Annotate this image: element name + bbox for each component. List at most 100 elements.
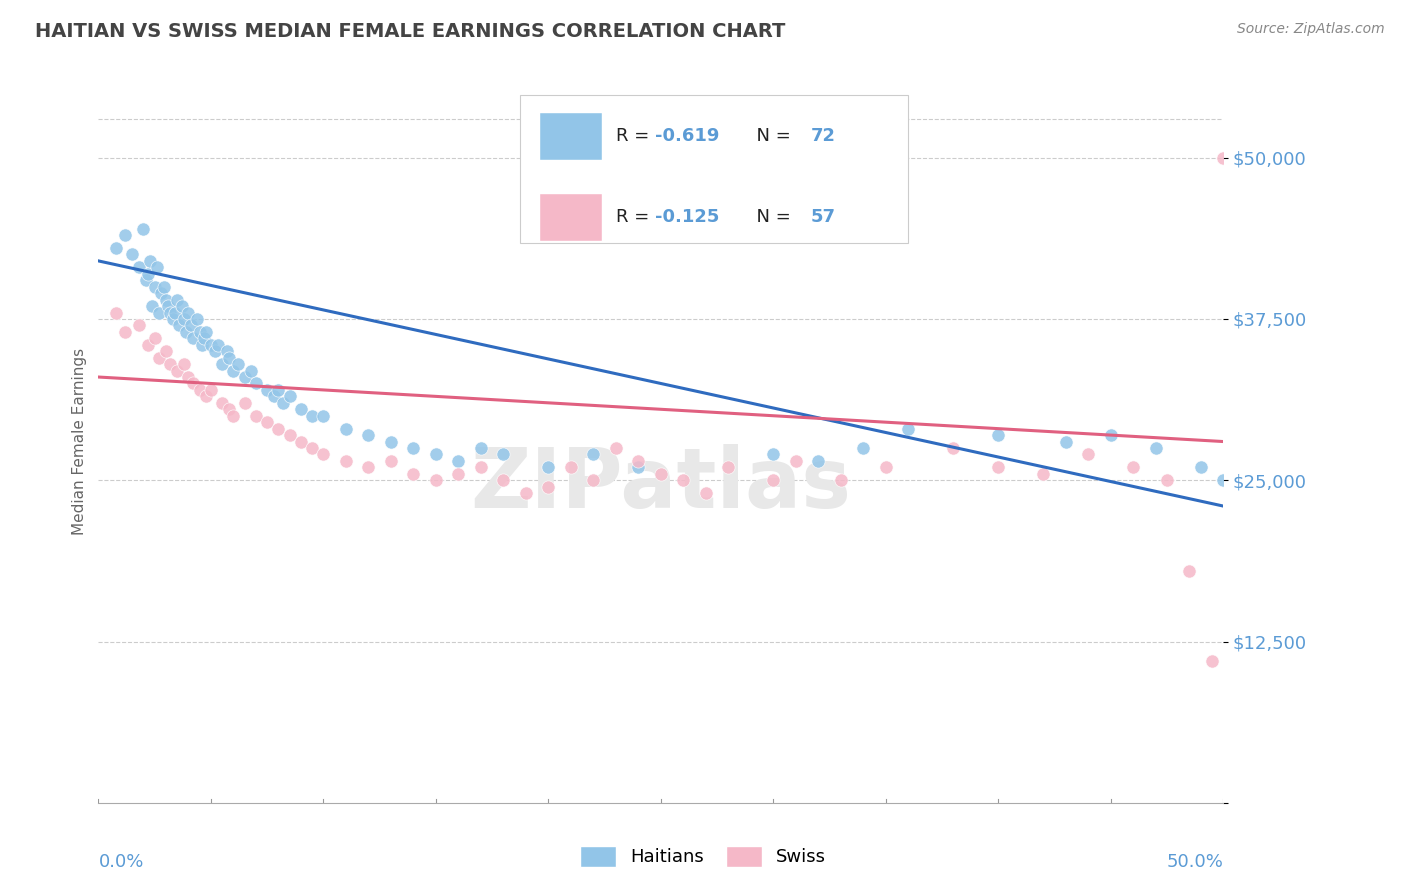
Point	[114, 325, 136, 339]
Point	[582, 447, 605, 461]
Point	[200, 383, 222, 397]
Point	[186, 312, 208, 326]
Point	[897, 422, 920, 436]
Point	[312, 447, 335, 461]
Point	[170, 299, 193, 313]
Point	[278, 389, 301, 403]
Text: -0.619: -0.619	[655, 127, 720, 145]
Point	[204, 344, 226, 359]
FancyBboxPatch shape	[540, 112, 602, 160]
Point	[470, 460, 492, 475]
Point	[181, 331, 204, 345]
Point	[146, 260, 169, 275]
Point	[1032, 467, 1054, 481]
Point	[785, 454, 807, 468]
Point	[245, 409, 267, 423]
Point	[226, 357, 249, 371]
Point	[177, 370, 200, 384]
Point	[159, 305, 181, 319]
Text: 50.0%: 50.0%	[1167, 854, 1223, 871]
Text: N =: N =	[745, 208, 797, 226]
Point	[136, 267, 159, 281]
Point	[875, 460, 897, 475]
Point	[852, 441, 875, 455]
Point	[180, 318, 202, 333]
Point	[695, 486, 717, 500]
Point	[1201, 654, 1223, 668]
Point	[627, 460, 650, 475]
Point	[987, 460, 1010, 475]
Point	[148, 305, 170, 319]
Point	[159, 357, 181, 371]
Text: 72: 72	[810, 127, 835, 145]
Point	[135, 273, 157, 287]
Point	[173, 357, 195, 371]
Point	[1054, 434, 1077, 449]
Point	[169, 318, 191, 333]
Point	[143, 279, 166, 293]
Point	[425, 447, 447, 461]
Point	[211, 396, 233, 410]
Point	[114, 228, 136, 243]
Text: R =: R =	[616, 127, 655, 145]
Point	[515, 486, 537, 500]
Point	[152, 279, 174, 293]
Point	[155, 293, 177, 307]
Point	[263, 389, 285, 403]
Point	[150, 286, 173, 301]
Point	[207, 338, 229, 352]
Point	[218, 402, 240, 417]
Point	[177, 305, 200, 319]
Point	[105, 241, 128, 255]
Text: ZIPatlas: ZIPatlas	[471, 444, 851, 525]
Point	[162, 312, 184, 326]
Point	[402, 467, 425, 481]
Point	[211, 357, 233, 371]
Point	[191, 338, 214, 352]
Point	[380, 434, 402, 449]
Point	[582, 473, 605, 487]
Point	[267, 383, 290, 397]
Point	[402, 441, 425, 455]
Point	[447, 454, 470, 468]
Point	[830, 473, 852, 487]
Point	[245, 376, 267, 391]
Point	[163, 305, 186, 319]
Point	[121, 247, 143, 261]
Point	[762, 447, 785, 461]
Point	[1077, 447, 1099, 461]
Point	[357, 460, 380, 475]
Point	[181, 376, 204, 391]
Point	[301, 409, 323, 423]
Point	[193, 331, 215, 345]
Point	[1144, 441, 1167, 455]
Point	[425, 473, 447, 487]
Point	[157, 299, 180, 313]
Point	[195, 325, 218, 339]
Point	[271, 396, 294, 410]
Text: N =: N =	[745, 127, 797, 145]
Point	[537, 460, 560, 475]
Point	[166, 363, 188, 377]
Point	[188, 325, 211, 339]
Text: HAITIAN VS SWISS MEDIAN FEMALE EARNINGS CORRELATION CHART: HAITIAN VS SWISS MEDIAN FEMALE EARNINGS …	[35, 22, 786, 41]
Text: R =: R =	[616, 208, 655, 226]
Point	[195, 389, 218, 403]
Point	[200, 338, 222, 352]
Point	[278, 428, 301, 442]
Point	[762, 473, 785, 487]
Point	[256, 415, 278, 429]
Point	[290, 434, 312, 449]
Point	[650, 467, 672, 481]
Point	[128, 260, 150, 275]
Point	[380, 454, 402, 468]
Point	[233, 396, 256, 410]
Point	[537, 480, 560, 494]
Point	[312, 409, 335, 423]
Point	[256, 383, 278, 397]
Point	[301, 441, 323, 455]
Point	[240, 363, 263, 377]
Point	[1212, 151, 1234, 165]
FancyBboxPatch shape	[540, 194, 602, 241]
Point	[942, 441, 965, 455]
